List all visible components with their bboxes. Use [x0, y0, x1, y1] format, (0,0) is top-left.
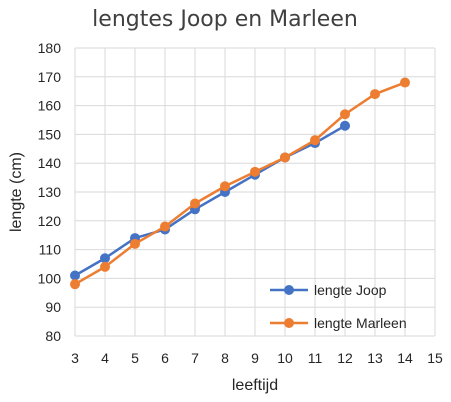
y-tick-label: 130	[38, 184, 62, 200]
data-point	[340, 120, 350, 131]
x-tick-label: 13	[367, 350, 383, 366]
y-tick-label: 80	[45, 328, 61, 344]
data-point	[220, 181, 230, 192]
legend-marker	[284, 318, 294, 328]
data-point	[280, 152, 290, 163]
y-tick-label: 110	[39, 242, 62, 258]
y-tick-label: 160	[38, 98, 62, 114]
x-tick-label: 8	[221, 350, 229, 366]
x-axis-title: leeftijd	[232, 377, 278, 394]
data-point	[70, 279, 80, 290]
chart-title: lengtes Joop en Marleen	[92, 7, 358, 32]
y-tick-label: 180	[38, 40, 62, 56]
series-line	[74, 124, 346, 277]
x-tick-label: 7	[191, 350, 199, 366]
x-axis-ticks: 3 4 5 6 7 8 9 10 11 12 13 14 15	[71, 350, 443, 366]
legend-item-2: lengte Marleen	[270, 315, 407, 331]
data-point	[340, 109, 350, 120]
data-point	[130, 238, 140, 249]
legend: lengte Joop lengte Marleen	[270, 282, 407, 331]
series-2	[70, 77, 410, 290]
data-point	[400, 77, 410, 88]
x-tick-label: 12	[337, 350, 353, 366]
data-point	[100, 261, 110, 272]
series-layer	[70, 77, 410, 290]
y-axis-ticks: 80 90 100 110 120 130 140 150 160 170 180	[38, 40, 62, 344]
x-tick-label: 4	[101, 350, 109, 366]
x-tick-label: 11	[308, 350, 323, 366]
data-point	[250, 166, 260, 177]
y-tick-label: 150	[38, 126, 62, 142]
series-line	[74, 81, 406, 286]
legend-label: lengte Marleen	[314, 315, 407, 331]
x-tick-label: 14	[397, 350, 413, 366]
data-point	[70, 270, 80, 281]
y-tick-label: 140	[38, 155, 62, 171]
x-tick-label: 6	[161, 350, 169, 366]
data-point	[370, 89, 380, 100]
y-tick-label: 100	[38, 270, 62, 286]
legend-label: lengte Joop	[314, 282, 387, 298]
data-point	[100, 253, 110, 264]
legend-marker	[284, 285, 294, 295]
data-point	[310, 135, 320, 146]
data-point	[190, 198, 200, 209]
y-axis-title: lengte (cm)	[8, 152, 25, 232]
data-point	[160, 221, 170, 232]
legend-item-1: lengte Joop	[270, 282, 387, 298]
gridlines	[74, 47, 436, 337]
x-tick-label: 5	[131, 350, 139, 366]
y-tick-label: 170	[38, 69, 62, 85]
x-tick-label: 9	[251, 350, 259, 366]
y-tick-label: 90	[45, 299, 61, 315]
x-tick-label: 15	[427, 350, 443, 366]
x-tick-label: 3	[71, 350, 79, 366]
x-tick-label: 10	[277, 350, 293, 366]
y-tick-label: 120	[38, 213, 62, 229]
